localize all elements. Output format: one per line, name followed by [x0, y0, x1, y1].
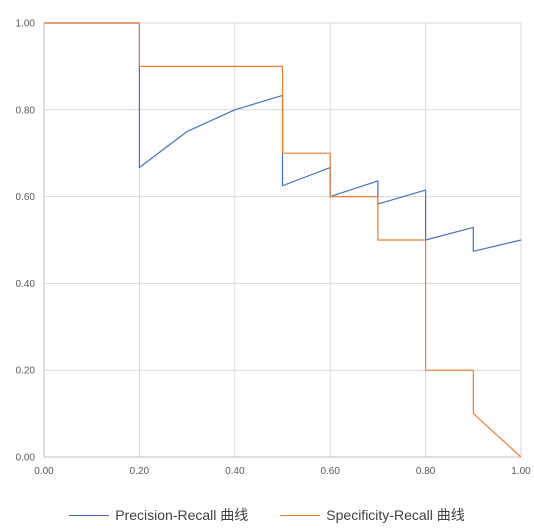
x-tick-label: 0.20	[130, 466, 150, 477]
y-tick-label: 0.80	[16, 105, 36, 116]
legend-item-specificity-recall: Specificity-Recall 曲线	[280, 505, 465, 525]
legend-item-precision-recall: Precision-Recall 曲线	[69, 505, 248, 525]
legend-swatch-specificity-recall	[280, 514, 321, 516]
x-tick-label: 0.60	[320, 466, 340, 477]
legend: Precision-Recall 曲线 Specificity-Recall 曲…	[0, 505, 534, 525]
x-tick-label: 0.00	[34, 466, 54, 477]
legend-label-precision-recall: Precision-Recall 曲线	[115, 507, 249, 523]
plot-area: 0.00 0.20 0.40 0.60 0.80 1.00 0.00 0.20 0.40 0.6…	[16, 19, 532, 478]
x-tick-label: 0.80	[416, 466, 436, 477]
y-tick-label: 0.00	[16, 453, 36, 464]
legend-swatch-precision-recall	[69, 514, 110, 516]
y-tick-label: 1.00	[16, 19, 36, 30]
series-line-specificity-recall	[44, 22, 522, 458]
y-tick-label: 0.20	[16, 366, 36, 377]
x-tick-labels: 0.00 0.20 0.40 0.60 0.80 1.00	[34, 466, 531, 477]
series-layer	[44, 22, 522, 458]
y-tick-label: 0.60	[16, 192, 36, 203]
x-tick-label: 1.00	[511, 466, 531, 477]
y-tick-label: 0.40	[16, 279, 36, 290]
legend-label-specificity-recall: Specificity-Recall 曲线	[326, 507, 465, 523]
x-tick-label: 0.40	[225, 466, 245, 477]
y-tick-labels: 0.00 0.20 0.40 0.60 0.80 1.00	[16, 19, 36, 464]
axes	[43, 23, 521, 458]
